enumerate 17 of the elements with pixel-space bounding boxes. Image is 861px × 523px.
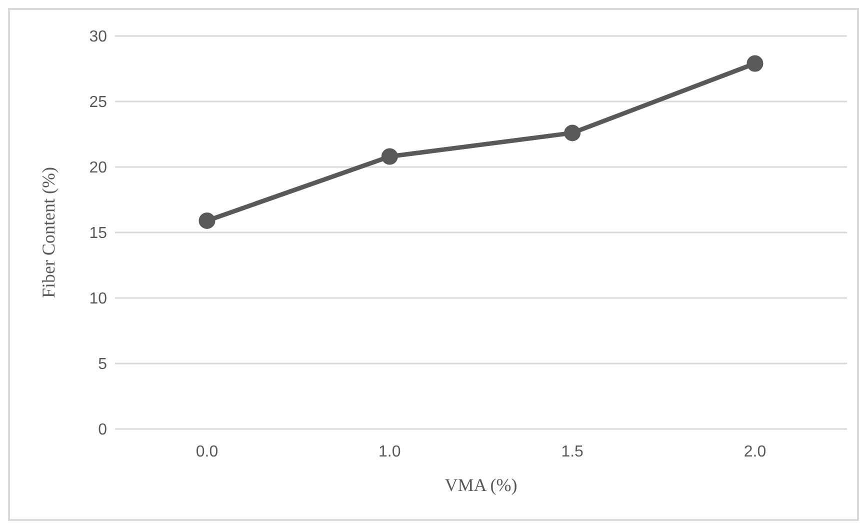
y-tick-label: 20 (89, 160, 108, 177)
point (564, 124, 581, 142)
y-tick-label: 10 (89, 290, 108, 308)
y-tick-label: 25 (89, 94, 108, 112)
x-tick-label: 1.0 (378, 443, 401, 460)
y-axis-title: Fiber Content (%) (38, 167, 58, 298)
x-tick-label: 1.5 (561, 443, 584, 460)
y-tick-label: 5 (98, 356, 108, 374)
point (198, 212, 216, 229)
point (381, 148, 398, 165)
x-tick-label: 2.0 (744, 443, 766, 460)
point (746, 55, 764, 72)
x-axis-title: VMA (%) (444, 475, 518, 495)
y-tick-label: 30 (89, 28, 108, 46)
y-tick-label: 0 (98, 422, 108, 439)
y-tick-label: 15 (89, 225, 108, 242)
x-tick-label: 0.0 (196, 443, 218, 460)
